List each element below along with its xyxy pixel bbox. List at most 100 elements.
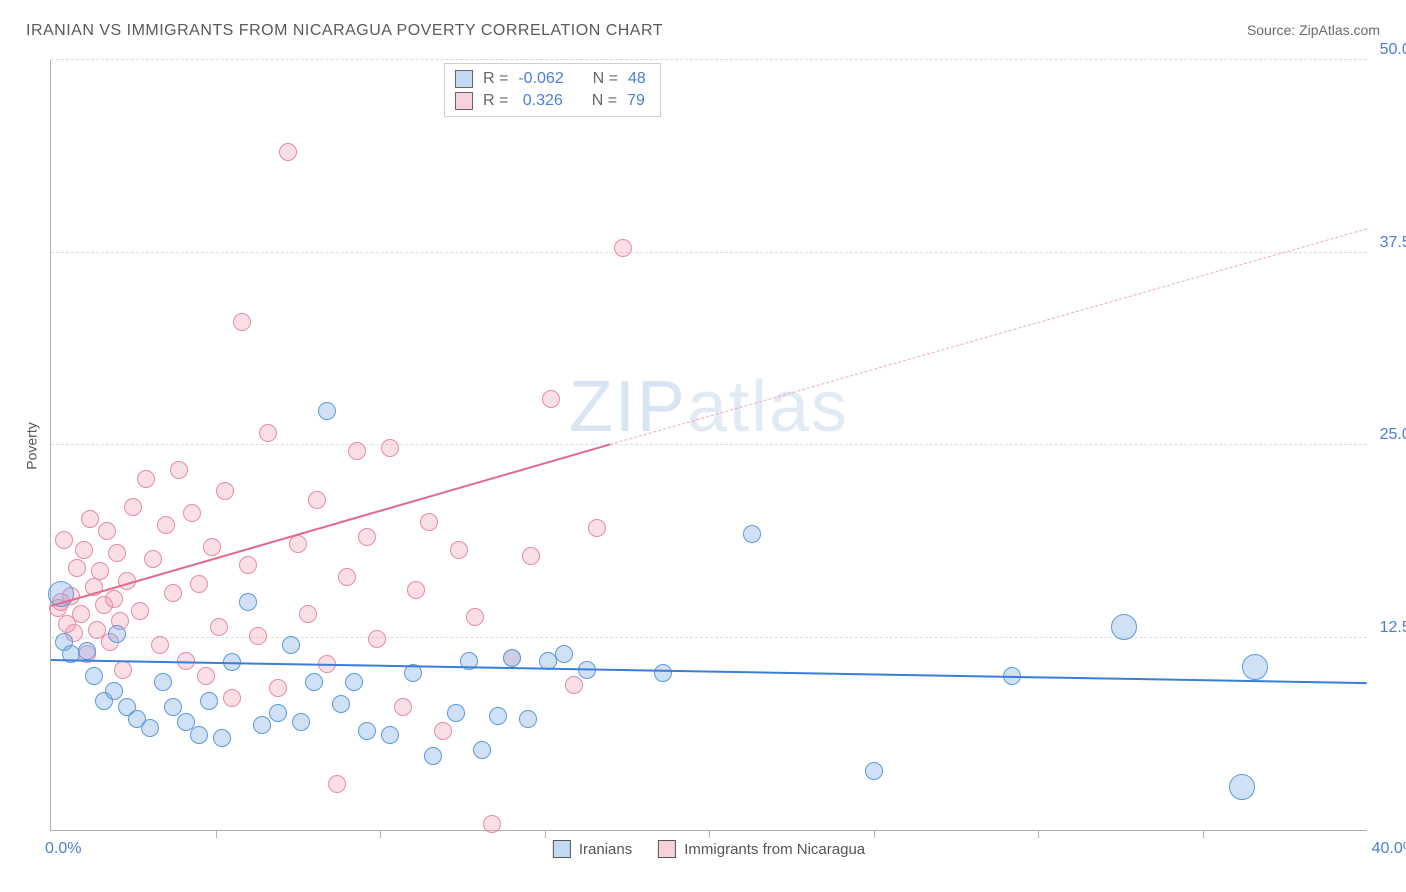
data-point: [450, 541, 468, 559]
data-point: [78, 642, 96, 660]
legend: Iranians Immigrants from Nicaragua: [553, 840, 865, 858]
data-point: [381, 726, 399, 744]
data-point: [434, 722, 452, 740]
data-point: [68, 559, 86, 577]
data-point: [203, 538, 221, 556]
data-point: [348, 442, 366, 460]
data-point: [368, 630, 386, 648]
data-point: [345, 673, 363, 691]
data-point: [210, 618, 228, 636]
data-point: [743, 525, 761, 543]
regression-line: [610, 228, 1367, 445]
grid-line: [51, 59, 1367, 60]
data-point: [114, 661, 132, 679]
y-axis-label: Poverty: [24, 422, 40, 469]
data-point: [654, 664, 672, 682]
stats-row-pink: R = 0.326 N = 79: [455, 90, 646, 112]
data-point: [269, 679, 287, 697]
data-point: [466, 608, 484, 626]
data-point: [282, 636, 300, 654]
data-point: [216, 482, 234, 500]
data-point: [249, 627, 267, 645]
data-point: [144, 550, 162, 568]
data-point: [157, 516, 175, 534]
data-point: [447, 704, 465, 722]
data-point: [75, 541, 93, 559]
data-point: [108, 544, 126, 562]
y-tick-label: 12.5%: [1380, 619, 1406, 637]
data-point: [338, 568, 356, 586]
data-point: [420, 513, 438, 531]
data-point: [105, 590, 123, 608]
data-point: [269, 704, 287, 722]
source-label: Source: ZipAtlas.com: [1247, 22, 1380, 38]
x-tick-label: 0.0%: [45, 840, 81, 858]
data-point: [170, 461, 188, 479]
legend-item-pink: Immigrants from Nicaragua: [658, 840, 865, 858]
data-point: [279, 143, 297, 161]
data-point: [91, 562, 109, 580]
data-point: [141, 719, 159, 737]
data-point: [1229, 774, 1255, 800]
data-point: [253, 716, 271, 734]
data-point: [233, 313, 251, 331]
data-point: [239, 556, 257, 574]
data-point: [124, 498, 142, 516]
data-point: [865, 762, 883, 780]
data-point: [424, 747, 442, 765]
x-tick: [1038, 830, 1039, 838]
data-point: [200, 692, 218, 710]
data-point: [489, 707, 507, 725]
data-point: [328, 775, 346, 793]
data-point: [565, 676, 583, 694]
square-icon: [455, 70, 473, 88]
data-point: [358, 528, 376, 546]
data-point: [190, 575, 208, 593]
square-icon: [455, 92, 473, 110]
regression-line: [51, 443, 611, 607]
x-tick: [380, 830, 381, 838]
x-tick: [709, 830, 710, 838]
data-point: [305, 673, 323, 691]
data-point: [394, 698, 412, 716]
x-tick: [874, 830, 875, 838]
x-tick: [216, 830, 217, 838]
data-point: [72, 605, 90, 623]
data-point: [131, 602, 149, 620]
data-point: [407, 581, 425, 599]
data-point: [503, 649, 521, 667]
watermark: ZIPatlas: [569, 366, 849, 448]
data-point: [190, 726, 208, 744]
legend-item-blue: Iranians: [553, 840, 632, 858]
data-point: [292, 713, 310, 731]
grid-line: [51, 252, 1367, 253]
y-tick-label: 50.0%: [1380, 41, 1406, 59]
data-point: [358, 722, 376, 740]
data-point: [154, 673, 172, 691]
data-point: [332, 695, 350, 713]
data-point: [55, 531, 73, 549]
data-point: [183, 504, 201, 522]
data-point: [381, 439, 399, 457]
data-point: [614, 239, 632, 257]
data-point: [213, 729, 231, 747]
data-point: [81, 510, 99, 528]
grid-line: [51, 444, 1367, 445]
data-point: [473, 741, 491, 759]
data-point: [197, 667, 215, 685]
data-point: [239, 593, 257, 611]
data-point: [318, 402, 336, 420]
data-point: [85, 667, 103, 685]
data-point: [98, 522, 116, 540]
data-point: [108, 625, 126, 643]
data-point: [164, 584, 182, 602]
x-tick: [545, 830, 546, 838]
data-point: [555, 645, 573, 663]
y-tick-label: 37.5%: [1380, 234, 1406, 252]
square-icon: [658, 840, 676, 858]
data-point: [308, 491, 326, 509]
regression-line: [51, 659, 1367, 684]
data-point: [519, 710, 537, 728]
data-point: [164, 698, 182, 716]
data-point: [151, 636, 169, 654]
